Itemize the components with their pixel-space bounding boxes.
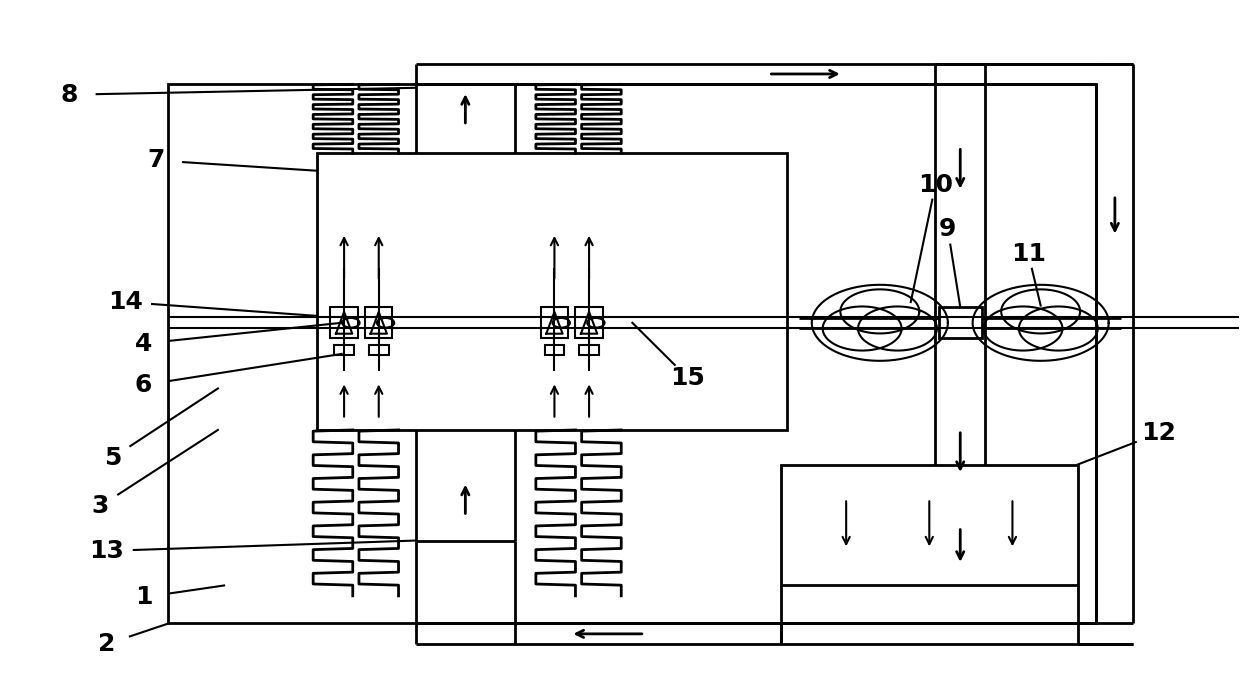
- Bar: [579, 346, 599, 355]
- Bar: [317, 153, 787, 430]
- Bar: [169, 85, 1096, 623]
- Text: 14: 14: [108, 290, 143, 314]
- Text: 1: 1: [135, 585, 153, 609]
- Bar: [575, 307, 603, 339]
- Bar: [368, 346, 388, 355]
- Text: 3: 3: [92, 494, 109, 518]
- Text: 4: 4: [135, 332, 153, 355]
- Text: 9: 9: [939, 217, 956, 242]
- Text: 11: 11: [1011, 242, 1045, 266]
- Text: 7: 7: [148, 149, 165, 172]
- Bar: [781, 464, 1078, 586]
- Text: 15: 15: [671, 366, 706, 390]
- Bar: [365, 307, 392, 339]
- Bar: [335, 346, 353, 355]
- Text: 13: 13: [89, 539, 124, 563]
- Bar: [939, 307, 982, 339]
- Text: 2: 2: [98, 632, 115, 657]
- Text: 10: 10: [918, 173, 954, 196]
- Text: 8: 8: [61, 83, 78, 107]
- Text: 6: 6: [135, 373, 153, 397]
- Text: 12: 12: [1141, 421, 1176, 446]
- Bar: [544, 346, 564, 355]
- Bar: [541, 307, 568, 339]
- Bar: [331, 307, 357, 339]
- Text: 5: 5: [104, 446, 122, 470]
